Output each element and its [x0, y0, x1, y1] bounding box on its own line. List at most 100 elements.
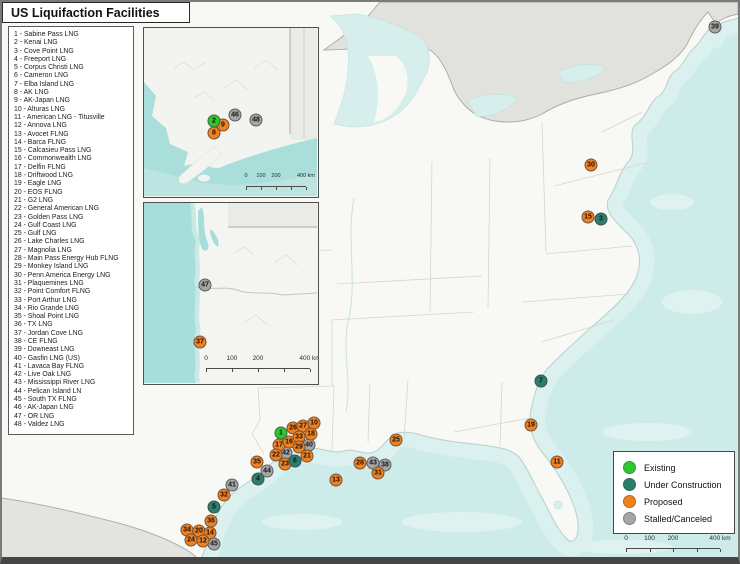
scalebar-label: 100: [226, 355, 238, 362]
scalebar-tick: [206, 369, 207, 372]
scalebar-label: 200: [252, 355, 264, 362]
facility-marker-18: 18: [304, 427, 318, 441]
facility-marker-36: 36: [204, 514, 218, 528]
facility-marker-31: 31: [371, 466, 385, 480]
scale-bar: 0 100 200 400 km: [624, 535, 731, 552]
scalebar-tick: [310, 369, 311, 372]
scalebar-tick: [720, 549, 721, 552]
facility-list-item: 12 - Annova LNG: [14, 122, 67, 130]
facility-list-item: 25 - Gulf LNG: [14, 230, 57, 238]
facility-marker-8: 8: [207, 126, 221, 140]
scale-bar: 0 100 200 400 km: [204, 355, 318, 372]
facility-marker-46: 46: [228, 108, 242, 122]
facility-list-item: 34 - Rio Grande LNG: [14, 304, 80, 312]
legend-swatch-proposed: [623, 495, 636, 508]
scalebar-label: 0: [204, 355, 208, 362]
scalebar-label: 100: [644, 535, 655, 542]
legend-label: Under Construction: [644, 479, 722, 490]
facility-list-item: 33 - Port Arthur LNG: [14, 296, 77, 304]
canada-land: [322, 2, 738, 123]
rio-grande-border: [2, 497, 197, 557]
facility-list-item: 16 - Commonwealth LNG: [14, 155, 92, 163]
scalebar-tick: [276, 187, 277, 190]
facility-list-item: 39 - Downeast LNG: [14, 346, 75, 354]
facility-list-item: 29 - Monkey Island LNG: [14, 263, 89, 271]
page-title: US Liquifaction Facilities: [11, 5, 160, 20]
facility-marker-45: 45: [207, 537, 221, 551]
facility-list-item: 18 - Driftwood LNG: [14, 172, 73, 180]
facility-list-item: 21 - G2 LNG: [14, 196, 54, 204]
scalebar-tick: [246, 187, 247, 190]
legend-label: Proposed: [644, 496, 683, 507]
facility-list: 1 - Sabine Pass LNG 2 - Kenai LNG 3 - Cove…: [14, 31, 131, 429]
coastline: [201, 17, 738, 557]
michigan-peninsula: [368, 56, 408, 122]
scalebar-tick: [232, 369, 233, 372]
legend-item-under_construction: Under Construction: [623, 476, 734, 493]
facility-list-item: 20 - EOS FLNG: [14, 188, 63, 196]
scalebar-label: 200: [271, 173, 281, 179]
facility-list-item: 1 - Sabine Pass LNG: [14, 31, 79, 38]
facility-marker-13: 13: [329, 473, 343, 487]
scalebar-tick: [306, 187, 307, 190]
facility-marker-44: 44: [260, 464, 274, 478]
facility-list-item: 36 - TX LNG: [14, 321, 53, 329]
alaska-inset-map: 46 48 9 2 8 0 100 200 400 km: [143, 27, 319, 198]
facility-list-item: 4 - Freeport LNG: [14, 55, 67, 63]
scale-bar: 0 100 200 400 km: [244, 173, 315, 190]
legend-swatch-stalled: [623, 512, 636, 525]
scalebar-tick: [258, 369, 259, 372]
scalebar-label: 0: [244, 173, 248, 179]
scalebar-line: [246, 186, 307, 190]
scalebar-label: 200: [667, 535, 679, 542]
facility-marker-11: 11: [550, 455, 564, 469]
facility-list-item: 27 - Magnolia LNG: [14, 246, 72, 254]
facility-list-item: 47 - OR LNG: [14, 412, 55, 420]
facility-list-item: 26 - Lake Charles LNG: [14, 238, 85, 246]
facility-marker-48: 48: [249, 113, 263, 127]
facility-marker-25: 25: [389, 433, 403, 447]
legend-label: Existing: [644, 462, 676, 473]
facility-list-item: 44 - Pelican Island LN: [14, 387, 82, 395]
facility-list-item: 17 - Delfin FLNG: [14, 163, 66, 171]
scalebar-label: 100: [256, 173, 266, 179]
mississippi-river: [345, 197, 355, 413]
facility-list-item: 42 - Live Oak LNG: [14, 371, 72, 379]
facility-marker-47: 47: [198, 278, 212, 292]
facility-list-item: 38 - CE FLNG: [14, 337, 58, 345]
facility-marker-19: 19: [524, 418, 538, 432]
facility-list-item: 14 - Barca FLNG: [14, 138, 67, 146]
scalebar-tick: [626, 549, 627, 552]
state-borders: [251, 111, 651, 455]
legend-swatch-under_construction: [623, 478, 636, 491]
pacific-northwest-inset-map: 47 37 0 100 200 400 km: [143, 202, 319, 385]
facility-list-item: 28 - Main Pass Energy Hub FLNG: [14, 255, 119, 263]
facility-marker-28: 28: [353, 456, 367, 470]
scalebar-tick: [261, 187, 262, 190]
scalebar-label: 400 km: [709, 535, 731, 542]
legend-item-proposed: Proposed: [623, 493, 734, 510]
scalebar-tick: [284, 369, 285, 372]
scalebar-line: [626, 548, 721, 552]
facility-list-item: 3 - Cove Point LNG: [14, 47, 74, 55]
facility-marker-15: 15: [581, 210, 595, 224]
scalebar-tick: [291, 187, 292, 190]
facility-list-item: 43 - Mississippi River LNG: [14, 379, 96, 387]
legend-item-existing: Existing: [623, 459, 734, 476]
facility-list-item: 8 - AK LNG: [14, 89, 49, 97]
facility-list-item: 35 - Shoal Point LNG: [14, 313, 80, 321]
facility-list-item: 48 - Valdez LNG: [14, 420, 65, 428]
facility-list-item: 41 - Lavaca Bay FLNG: [14, 362, 85, 370]
facility-list-item: 6 - Cameron LNG: [14, 72, 69, 80]
facility-list-item: 24 - Gulf Coast LNG: [14, 221, 77, 229]
facility-list-item: 40 - Gasfin LNG (US): [14, 354, 80, 362]
legend-rows: Existing Under Construction Proposed Stalle…: [623, 459, 734, 527]
facility-marker-6: 6: [288, 454, 302, 468]
scalebar-tick: [649, 549, 651, 552]
facility-list-item: 7 - Elba Island LNG: [14, 80, 75, 88]
scalebar-label: 400 km: [296, 173, 316, 179]
facility-marker-39: 39: [708, 20, 722, 34]
legend-item-stalled: Stalled/Canceled: [623, 510, 734, 527]
scalebar-label: 0: [624, 535, 628, 542]
